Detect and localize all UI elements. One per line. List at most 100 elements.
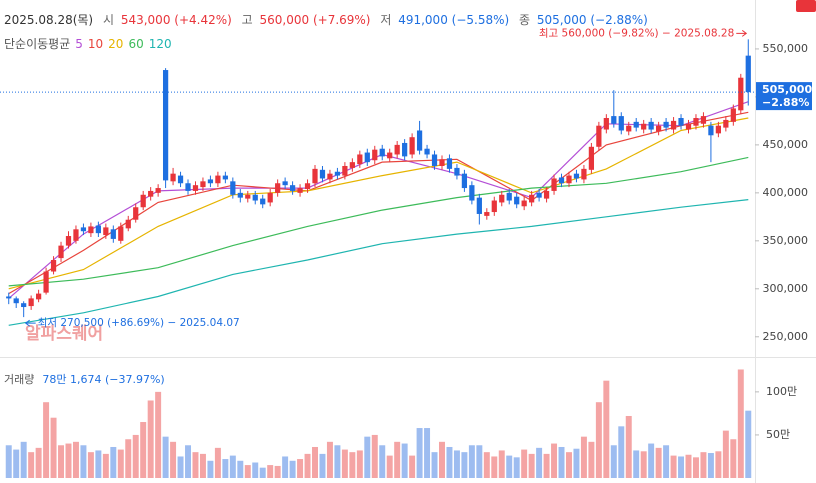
candle-body [372,149,378,161]
volume-bar [356,450,363,478]
volume-bar [476,445,483,478]
candle-body [514,196,520,205]
volume-bar [648,443,655,478]
volume-bar [50,417,57,478]
volume-bar [244,465,251,478]
candle-body [252,194,258,201]
volume-bar [439,441,445,478]
candle-body [588,146,595,170]
volume-bar [573,448,580,478]
ma-line [8,199,749,326]
volume-bar [640,451,647,478]
candle-body [738,77,744,111]
volume-bar [334,445,341,478]
candle-body [730,108,736,122]
candle-body [745,55,751,93]
value: 560,000 (+7.69%) [260,13,371,27]
candle-body [633,121,639,128]
legend-entry: 120 [149,37,172,51]
volume-bar [528,453,535,478]
candle-body [678,118,684,126]
corner-button[interactable] [796,0,816,12]
volume-bar [162,436,169,478]
min-annotation: 최저 270,500 (+86.69%) − 2025.04.07 [38,317,240,329]
candle-body [670,120,677,130]
candle-body [312,168,318,184]
candle-body [491,200,497,213]
volume-bar [326,441,333,478]
candle-body [364,152,370,163]
volume-bar [28,452,35,478]
volume-bar [461,452,468,478]
value: 543,000 (+4.42%) [121,13,232,27]
volume-bar [282,456,289,478]
candle-body [95,225,101,234]
label: 시 [103,13,114,27]
volume-bar [565,452,572,478]
candle-body [521,200,527,207]
candle-body [140,194,146,208]
candle-body [177,175,184,184]
candle-body [230,181,236,195]
candle-body [461,173,468,189]
candle-body [573,173,580,179]
candle-body [133,207,139,220]
label: 종 [519,13,530,27]
volume-bar [35,447,42,478]
candle-body [700,116,707,124]
volume-bar [633,450,640,478]
candle-body [125,219,131,229]
y-tick-label: 400,000 [763,186,809,199]
volume-bar [20,441,27,478]
volume-bar [722,430,729,478]
candle-body [282,181,288,186]
candle-body [103,227,109,236]
candle-body [185,183,191,191]
header: 2025.08.28(목) 시 543,000 (+4.42%) 고 560,0… [4,13,648,27]
volume-bar [692,457,699,478]
volume-bar [214,447,221,478]
candle-body [439,159,445,166]
date: 2025.08.28(목) [4,13,93,27]
volume-bar [312,446,318,478]
candle-body [58,245,64,259]
volume-bar [199,453,206,478]
candle-body [416,130,423,151]
candle-body [334,171,341,176]
volume-bar [102,453,109,478]
candle-body [357,154,363,165]
volume-bar [140,422,147,478]
legend-entry: 20 [108,37,123,51]
y-tick-label: 550,000 [763,42,809,55]
volume-bar [297,459,304,478]
candle-body [566,175,572,184]
candle-body [715,125,721,134]
volume-bar [252,462,259,478]
volume-bar [685,454,692,478]
volume-bar [424,428,431,478]
volume-bar [65,443,72,478]
volume-title: 거래량 [4,373,34,386]
max-annotation: 최고 560,000 (−9.82%) − 2025.08.28 [539,27,734,39]
candle-body [603,118,609,130]
candle-body [431,154,438,166]
candle-body [476,197,482,214]
price-tag [756,82,812,111]
price-change: −2.88% [762,96,809,109]
legend-entry: 60 [128,37,143,51]
volume-bar [177,456,184,478]
volume-bar [625,415,632,478]
volume-bar [610,445,617,478]
volume-bar [110,446,117,478]
y-tick-label: 450,000 [763,138,809,151]
candle-body [529,194,535,203]
volume-bar [394,441,401,478]
volume-bar [670,455,677,478]
volume-bar [737,369,744,478]
candle-body [192,185,199,191]
price-label: 505,000 [762,83,812,96]
volume-bar [498,450,505,478]
candle-body [424,148,430,155]
value: 491,000 (−5.58%) [398,13,509,27]
